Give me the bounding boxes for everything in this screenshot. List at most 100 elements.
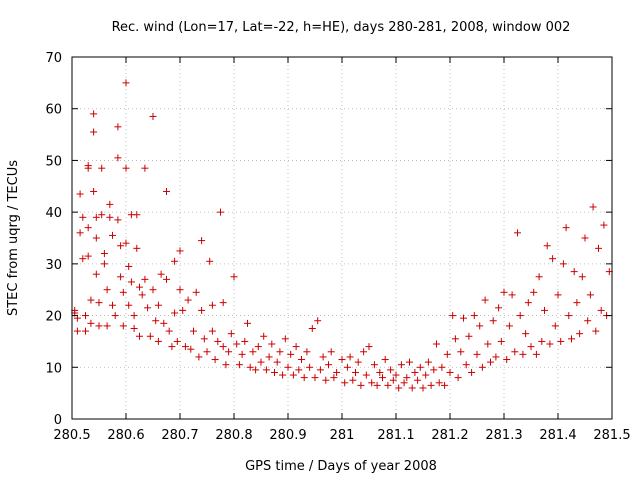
y-axis-label: STEC from uqrg / TECUs	[6, 160, 21, 316]
data-point	[111, 312, 119, 320]
grid-lines	[72, 57, 612, 419]
y-tick-label: 70	[45, 51, 62, 66]
data-point	[308, 325, 316, 332]
data-point	[465, 332, 473, 340]
data-point	[130, 312, 138, 320]
data-point	[543, 242, 551, 250]
data-point	[109, 301, 116, 309]
x-tick-label: 280.7	[161, 428, 198, 443]
data-point	[179, 306, 187, 314]
data-point	[211, 356, 219, 364]
data-point	[206, 257, 214, 265]
data-point	[333, 368, 341, 376]
data-point	[427, 381, 435, 389]
data-point	[219, 343, 227, 351]
data-point	[352, 368, 359, 376]
data-point	[225, 348, 233, 356]
data-point	[381, 356, 389, 364]
data-point	[95, 299, 103, 307]
data-point	[136, 332, 143, 340]
data-point	[346, 353, 354, 361]
x-tick-label: 280.6	[107, 428, 144, 443]
x-tick-label: 281.1	[377, 428, 414, 443]
data-point	[325, 361, 332, 369]
data-point	[114, 154, 122, 162]
data-point	[271, 368, 278, 376]
data-point	[92, 213, 100, 221]
data-point	[214, 337, 222, 345]
data-point	[130, 325, 138, 332]
data-point	[300, 374, 308, 382]
data-point	[503, 356, 511, 364]
data-point	[84, 162, 92, 170]
data-point	[554, 291, 562, 299]
data-point	[163, 275, 170, 283]
data-point	[103, 286, 111, 294]
data-point	[527, 343, 535, 351]
data-point	[414, 376, 422, 384]
data-point	[449, 312, 457, 320]
data-point	[244, 319, 251, 327]
data-point	[524, 299, 532, 307]
data-point	[249, 348, 257, 356]
data-point	[532, 350, 540, 358]
data-point	[254, 343, 262, 351]
data-point	[241, 337, 249, 345]
data-point	[422, 371, 430, 379]
data-point	[73, 327, 81, 335]
data-point	[457, 348, 465, 356]
data-point	[370, 361, 378, 369]
data-point	[87, 296, 95, 304]
data-point	[79, 213, 87, 221]
data-point	[227, 330, 235, 338]
data-point	[368, 379, 376, 387]
data-point	[171, 309, 179, 317]
data-point	[133, 244, 141, 252]
data-point	[341, 379, 349, 387]
data-point	[171, 257, 179, 265]
data-point	[284, 363, 292, 371]
data-point	[157, 270, 165, 278]
data-point	[460, 314, 467, 322]
y-tick-label: 20	[45, 310, 62, 325]
x-tick-label: 280.9	[269, 428, 306, 443]
data-point	[519, 350, 527, 358]
data-point	[541, 306, 548, 314]
data-point	[546, 340, 554, 348]
data-point	[90, 110, 98, 118]
data-point	[568, 335, 575, 343]
data-point	[559, 260, 567, 268]
data-point	[316, 366, 324, 374]
data-point	[408, 384, 416, 392]
data-point	[360, 348, 368, 356]
y-tick-label: 0	[54, 413, 62, 428]
data-point	[176, 247, 184, 255]
data-point	[438, 363, 446, 371]
data-point	[481, 296, 489, 304]
data-point	[273, 358, 281, 366]
data-point	[522, 330, 530, 338]
data-point	[589, 203, 597, 211]
data-point	[441, 381, 449, 389]
data-point	[446, 368, 454, 376]
data-point	[163, 187, 170, 195]
x-tick-label: 281.5	[593, 428, 630, 443]
data-point	[279, 371, 287, 379]
data-point	[103, 322, 111, 330]
data-point	[90, 128, 98, 136]
data-point	[435, 379, 443, 387]
x-tick-label: 280.8	[215, 428, 252, 443]
data-point	[389, 376, 397, 384]
data-point	[149, 112, 157, 120]
data-point	[262, 366, 270, 374]
data-point	[84, 224, 92, 232]
data-point	[306, 363, 314, 371]
data-point	[397, 361, 405, 369]
data-point	[122, 79, 130, 87]
data-point	[154, 301, 162, 309]
data-point	[100, 250, 108, 258]
data-point	[500, 288, 508, 296]
data-point	[84, 252, 92, 260]
data-point	[314, 317, 322, 325]
